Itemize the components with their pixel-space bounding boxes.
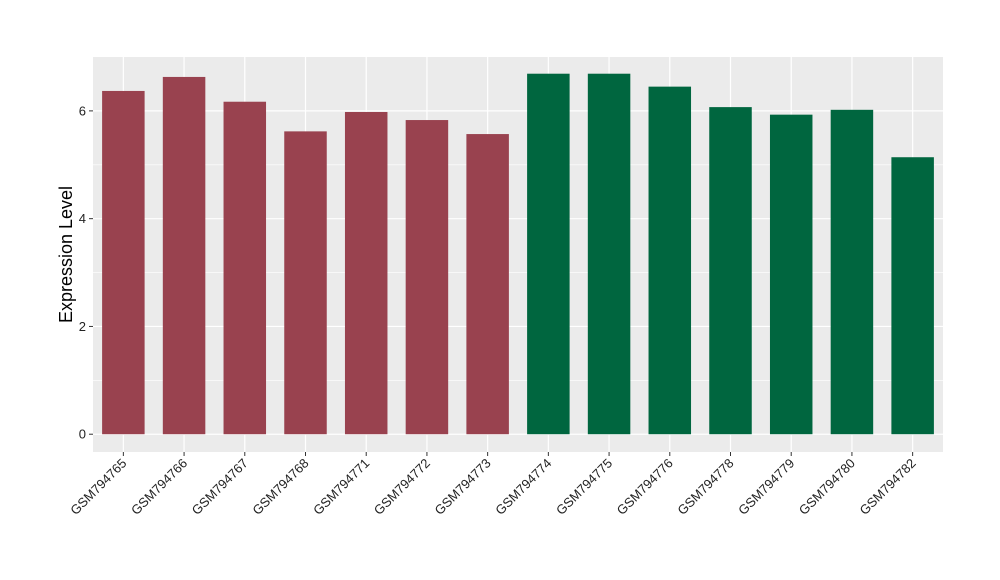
bar-GSM794765 [102,90,145,435]
x-tick-label: GSM794782 [857,456,919,518]
bar-GSM794782 [891,157,934,435]
bars [102,73,934,435]
bar-GSM794776 [648,86,692,435]
y-tick-label: 4 [79,211,86,226]
bar-GSM794766 [162,76,206,435]
bar-GSM794775 [587,73,631,435]
bar-GSM794774 [527,73,570,435]
x-tick-label: GSM794771 [310,456,372,518]
x-tick-label: GSM794772 [371,456,433,518]
y-axis-title: Expression Level [56,186,76,323]
x-tick-label: GSM794765 [67,456,129,518]
x-tick-label: GSM794767 [189,456,251,518]
plot-panel [93,57,943,452]
x-axis: GSM794765GSM794766GSM794767GSM794768GSM7… [67,452,919,518]
bar-GSM794772 [405,120,449,435]
bar-GSM794771 [344,111,388,435]
y-tick-label: 2 [79,319,86,334]
bar-GSM794768 [284,131,327,435]
bar-GSM794767 [223,101,267,435]
x-tick-label: GSM794776 [614,456,676,518]
x-tick-label: GSM794780 [796,456,858,518]
x-tick-label: GSM794778 [674,456,736,518]
x-tick-label: GSM794766 [128,456,190,518]
y-axis: 0 2 4 6 [79,103,93,442]
bar-GSM794780 [830,109,874,435]
y-tick-label: 6 [79,103,86,118]
x-tick-label: GSM794768 [249,456,311,518]
bar-GSM794779 [769,114,813,435]
x-tick-label: GSM794774 [492,456,554,518]
x-tick-label: GSM794775 [553,456,615,518]
bar-GSM794773 [466,134,509,435]
x-tick-label: GSM794773 [432,456,494,518]
bar-GSM794778 [709,107,752,435]
y-tick-label: 0 [79,427,86,442]
x-tick-label: GSM794779 [735,456,797,518]
